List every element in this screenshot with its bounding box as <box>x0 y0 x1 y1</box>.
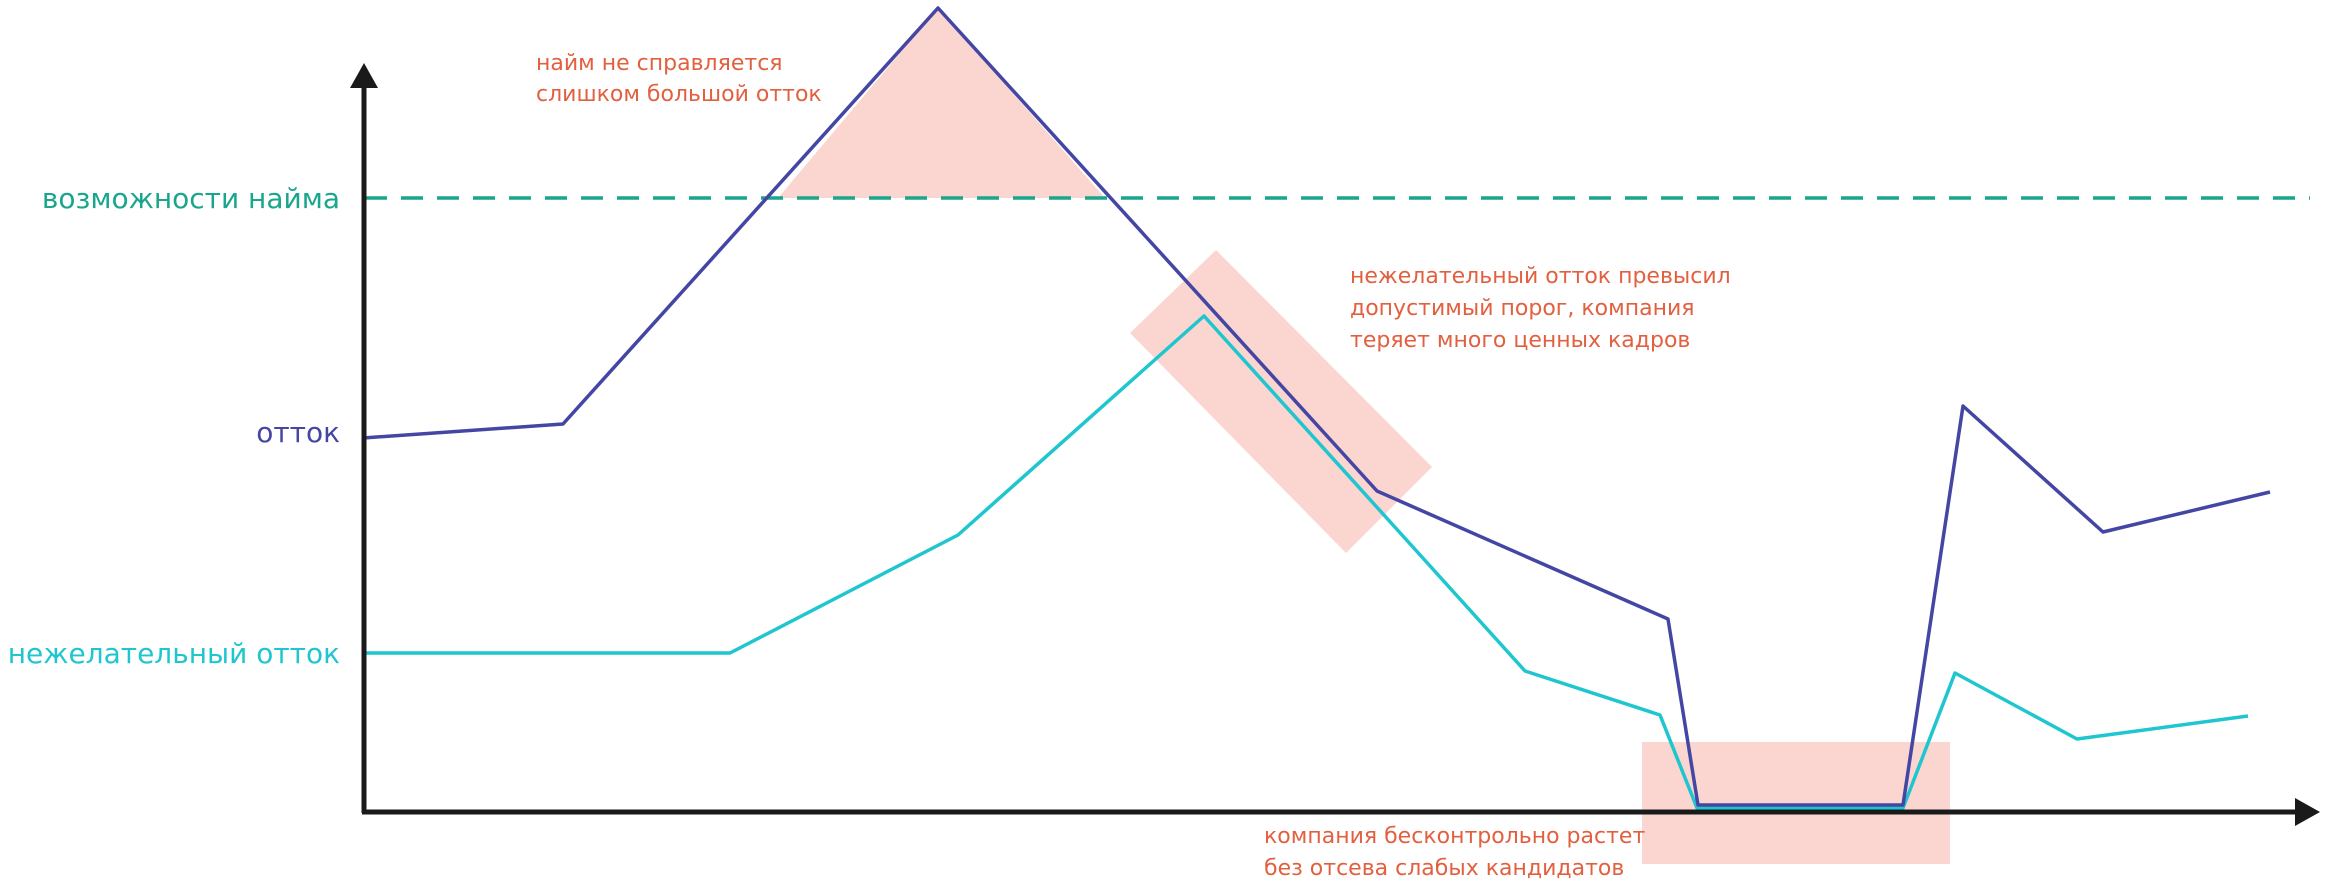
unwanted-churn-label: нежелательный отток <box>8 637 340 670</box>
churn-line <box>362 6 2271 807</box>
annotation-middle-line-1: нежелательный отток превысил <box>1350 264 1731 289</box>
unwanted-churn-line <box>363 314 2249 810</box>
x-axis-arrow <box>2295 798 2320 826</box>
annotation-middle-line-2: допустимый порог, компания <box>1350 296 1694 321</box>
highlight-peak-zone <box>778 8 1105 198</box>
annotation-peak-line-1: найм не справляется <box>536 51 783 76</box>
annotation-bottom-line-1: компания бесконтрольно растет <box>1264 824 1645 849</box>
hiring-capacity-label: возможности найма <box>42 182 340 215</box>
y-axis-arrow <box>350 63 378 88</box>
annotation-bottom-line-2: без отсева слабых кандидатов <box>1264 856 1624 881</box>
annotation-peak-line-2: слишком большой отток <box>536 82 822 107</box>
annotation-middle-line-3: теряет много ценных кадров <box>1350 328 1690 353</box>
churn-label: отток <box>256 416 340 449</box>
